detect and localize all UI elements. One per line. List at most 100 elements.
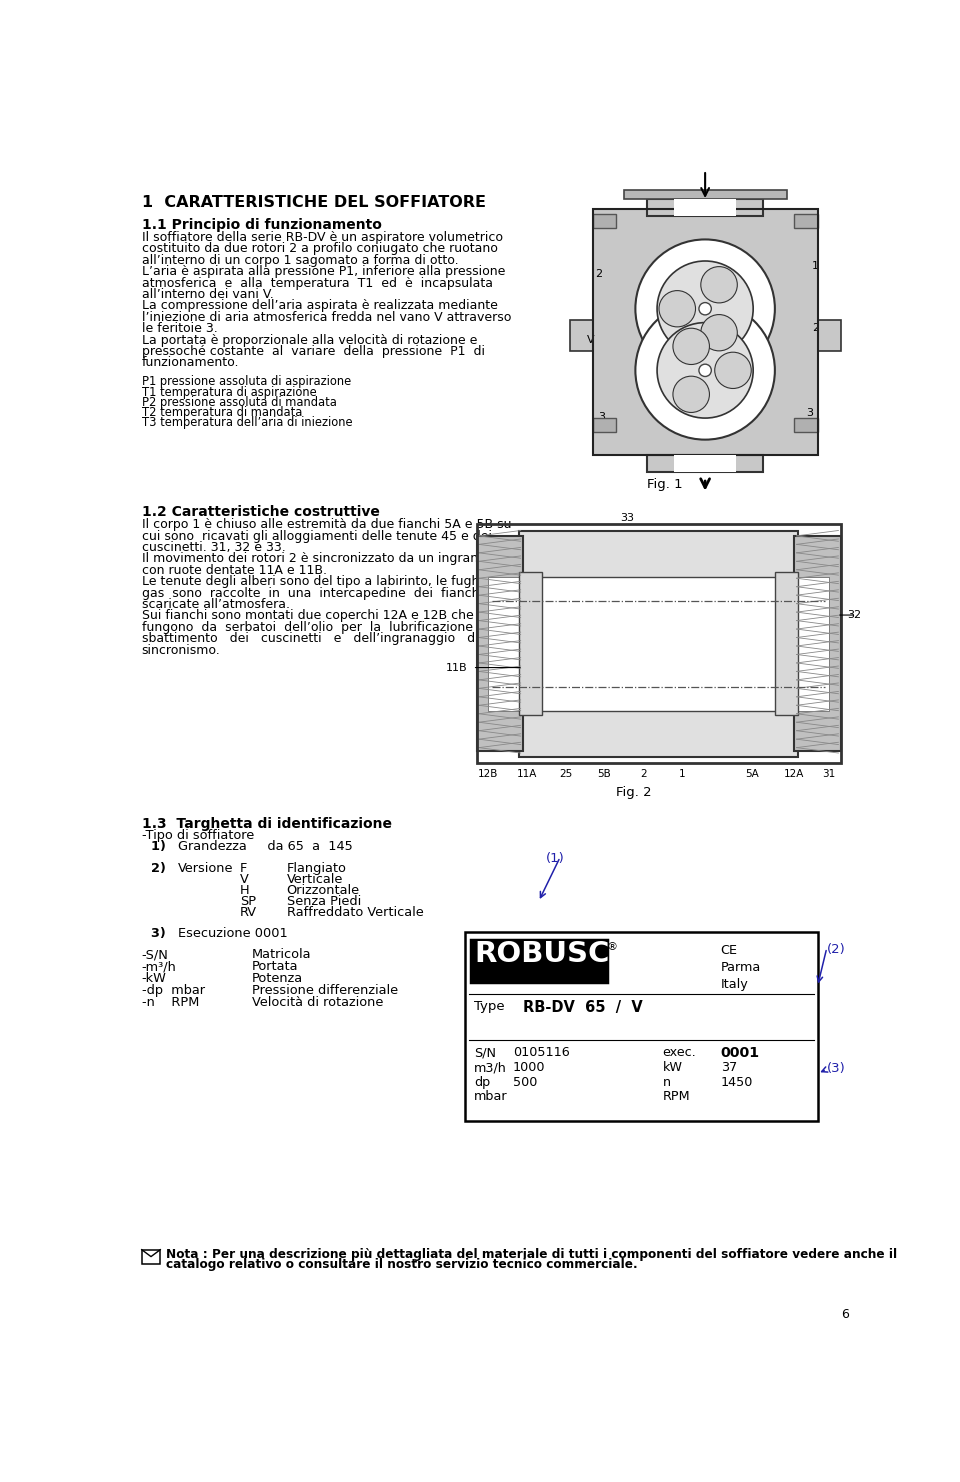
Bar: [476, 525, 841, 763]
Bar: [471, 940, 607, 983]
Text: sincronismo.: sincronismo.: [142, 643, 221, 657]
Text: La portata è proporzionale alla velocità di rotazione e: La portata è proporzionale alla velocità…: [142, 333, 477, 347]
Text: Raffreddato Verticale: Raffreddato Verticale: [287, 907, 423, 919]
Text: 1.3  Targhetta di identificazione: 1.3 Targhetta di identificazione: [142, 817, 392, 831]
Circle shape: [673, 328, 709, 365]
Text: atmosferica  e  alla  temperatura  T1  ed  è  incapsulata: atmosferica e alla temperatura T1 ed è i…: [142, 277, 492, 289]
Bar: [476, 536, 523, 751]
Text: Orizzontale: Orizzontale: [287, 883, 360, 897]
Text: H: H: [240, 883, 250, 897]
Text: Fig. 2: Fig. 2: [616, 785, 652, 799]
Text: Esecuzione 0001: Esecuzione 0001: [179, 926, 288, 940]
Text: (3): (3): [827, 1061, 846, 1074]
Circle shape: [636, 301, 775, 440]
Text: S/N: S/N: [474, 1046, 496, 1060]
Text: 2): 2): [142, 861, 170, 874]
Text: 5A: 5A: [745, 769, 758, 780]
Text: Il soffiatore della serie RB-DV è un aspiratore volumetrico: Il soffiatore della serie RB-DV è un asp…: [142, 231, 503, 245]
Text: 1  CARATTERISTICHE DEL SOFFIATORE: 1 CARATTERISTICHE DEL SOFFIATORE: [142, 194, 486, 210]
Text: kW: kW: [662, 1061, 683, 1074]
Text: (2): (2): [827, 943, 846, 956]
Bar: [488, 576, 523, 710]
Text: 1.1 Principio di funzionamento: 1.1 Principio di funzionamento: [142, 218, 381, 231]
Text: dp: dp: [474, 1076, 491, 1089]
Text: Fig. 1: Fig. 1: [647, 479, 683, 491]
Text: 11A: 11A: [516, 769, 537, 780]
Text: Grandezza     da 65  a  145: Grandezza da 65 a 145: [179, 840, 353, 854]
Text: 2: 2: [595, 270, 602, 279]
Text: Pressione differenziale: Pressione differenziale: [252, 984, 397, 997]
Text: Flangiato: Flangiato: [287, 861, 347, 874]
Text: -Tipo di soffiatore: -Tipo di soffiatore: [142, 830, 254, 842]
Text: pressoché costante  al  variare  della  pressione  P1  di: pressoché costante al variare della pres…: [142, 345, 485, 359]
Text: 5B: 5B: [597, 769, 612, 780]
Circle shape: [701, 314, 737, 351]
Text: Verticale: Verticale: [287, 873, 343, 886]
Text: V: V: [240, 873, 249, 886]
Text: cuscinetti. 31, 32 e 33.: cuscinetti. 31, 32 e 33.: [142, 541, 285, 554]
Circle shape: [715, 353, 752, 388]
Text: scaricate all’atmosfera.: scaricate all’atmosfera.: [142, 597, 290, 611]
Text: La compressione dell’aria aspirata è realizzata mediante: La compressione dell’aria aspirata è rea…: [142, 299, 497, 313]
Text: 1: 1: [812, 261, 819, 271]
Text: 11B: 11B: [445, 662, 468, 673]
Text: 33: 33: [620, 513, 634, 523]
Text: 2: 2: [639, 769, 646, 780]
Text: 3: 3: [805, 408, 813, 418]
Text: 1): 1): [142, 840, 170, 854]
Circle shape: [657, 323, 754, 418]
Text: 0105116: 0105116: [513, 1046, 569, 1060]
Text: Senza Piedi: Senza Piedi: [287, 895, 361, 908]
Circle shape: [657, 261, 754, 357]
Bar: [674, 455, 736, 471]
Bar: [775, 572, 798, 716]
Text: 12A: 12A: [784, 769, 804, 780]
Text: all’interno dei vani V.: all’interno dei vani V.: [142, 288, 274, 301]
Text: n: n: [662, 1076, 671, 1089]
Text: gas  sono  raccolte  in  una  intercapedine  dei  fianchi  e: gas sono raccolte in una intercapedine d…: [142, 587, 498, 600]
Text: Sui fianchi sono montati due coperchi 12A e 12B che: Sui fianchi sono montati due coperchi 12…: [142, 609, 473, 622]
Text: Versione: Versione: [179, 861, 233, 874]
Text: ROBUSCHI: ROBUSCHI: [474, 940, 645, 968]
Text: V: V: [588, 335, 595, 344]
Text: P1 pressione assoluta di aspirazione: P1 pressione assoluta di aspirazione: [142, 375, 351, 388]
Text: m3/h: m3/h: [474, 1061, 507, 1074]
Bar: [142, 1249, 160, 1264]
Bar: [569, 320, 592, 351]
Text: 31: 31: [823, 769, 836, 780]
Text: 3: 3: [598, 412, 605, 421]
Text: -m³/h: -m³/h: [142, 960, 177, 974]
Text: 6: 6: [841, 1309, 849, 1320]
Text: RPM: RPM: [662, 1091, 690, 1103]
Text: -kW: -kW: [142, 972, 167, 986]
Text: Le tenute degli alberi sono del tipo a labirinto, le fughe di: Le tenute degli alberi sono del tipo a l…: [142, 575, 502, 588]
Circle shape: [636, 240, 775, 378]
Text: SP: SP: [240, 895, 256, 908]
Bar: [519, 531, 798, 757]
Text: cui sono  ricavati gli alloggiamenti delle tenute 45 e dei: cui sono ricavati gli alloggiamenti dell…: [142, 529, 492, 542]
Text: Il movimento dei rotori 2 è sincronizzato da un ingranaggio: Il movimento dei rotori 2 è sincronizzat…: [142, 553, 513, 565]
Circle shape: [701, 267, 737, 302]
Text: all’interno di un corpo 1 sagomato a forma di otto.: all’interno di un corpo 1 sagomato a for…: [142, 253, 458, 267]
Bar: [624, 190, 786, 200]
Text: 2: 2: [812, 323, 819, 333]
Bar: [794, 576, 829, 710]
Text: exec.: exec.: [662, 1046, 696, 1060]
Text: catalogo relativo o consultare il nostro servizio tecnico commerciale.: catalogo relativo o consultare il nostro…: [166, 1258, 638, 1272]
Text: L’aria è aspirata alla pressione P1, inferiore alla pressione: L’aria è aspirata alla pressione P1, inf…: [142, 265, 505, 279]
Text: Potenza: Potenza: [252, 972, 302, 986]
Text: 37: 37: [721, 1061, 737, 1074]
Bar: [794, 536, 841, 751]
Text: con ruote dentate 11A e 11B.: con ruote dentate 11A e 11B.: [142, 563, 326, 576]
Circle shape: [659, 290, 695, 328]
Text: -n    RPM: -n RPM: [142, 996, 199, 1009]
Text: CE
Parma
Italy: CE Parma Italy: [721, 944, 761, 991]
Text: costituito da due rotori 2 a profilo coniugato che ruotano: costituito da due rotori 2 a profilo con…: [142, 243, 497, 255]
Text: sbattimento   dei   cuscinetti   e   dell’ingranaggio   di: sbattimento dei cuscinetti e dell’ingran…: [142, 633, 478, 645]
Text: Portata: Portata: [252, 960, 299, 974]
Bar: [592, 209, 818, 455]
Text: Velocità di rotazione: Velocità di rotazione: [252, 996, 383, 1009]
Text: 500: 500: [513, 1076, 538, 1089]
Text: Il corpo 1 è chiuso alle estremità da due fianchi 5A e 5B su: Il corpo 1 è chiuso alle estremità da du…: [142, 519, 511, 531]
Circle shape: [699, 365, 711, 376]
